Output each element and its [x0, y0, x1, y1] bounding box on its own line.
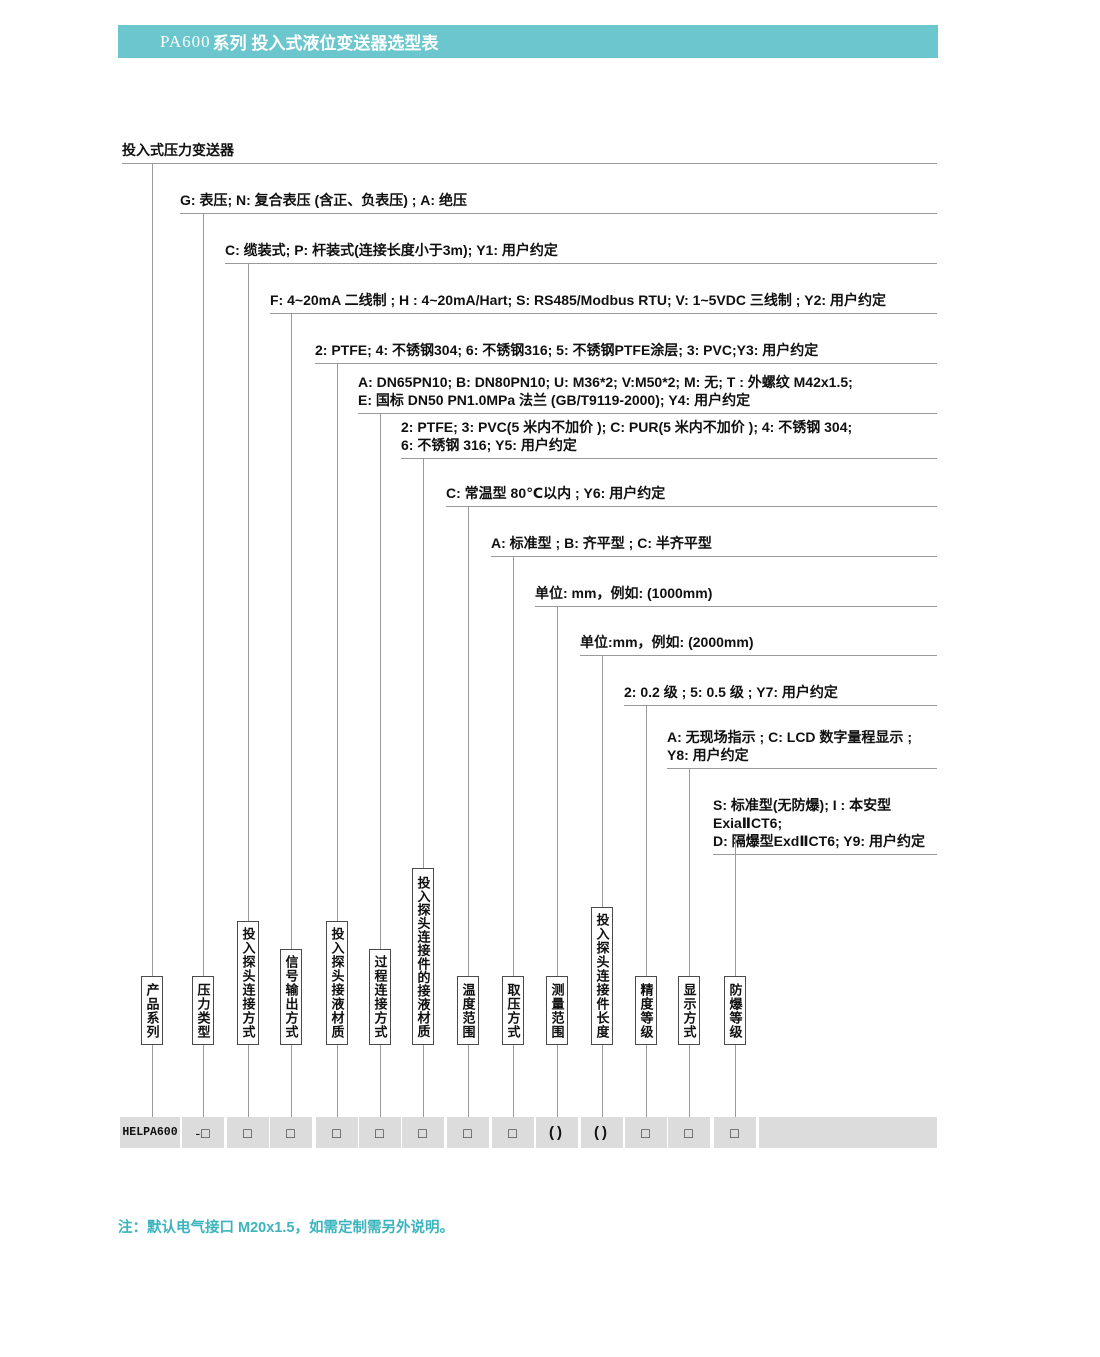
connector-line-pressure-tap-type	[513, 556, 514, 1117]
connector-line-process-connection	[380, 413, 381, 1117]
code-cell-process-connection: □	[359, 1117, 401, 1148]
column-label-temperature-range: 温度范围	[457, 976, 479, 1045]
connector-line-display-type	[689, 768, 690, 1117]
option-row-pressure-tap-type: A: 标准型 ; B: 齐平型 ; C: 半齐平型	[491, 534, 937, 557]
code-cell-pressure-tap-type: □	[492, 1117, 534, 1148]
option-row-probe-connection-type: C: 缆装式; P: 杆装式(连接长度小于3m); Y1: 用户约定	[225, 241, 937, 264]
code-cell-connector-wetted-material: □	[402, 1117, 444, 1148]
connector-line-connector-wetted-material	[423, 458, 424, 1117]
connector-line-probe-connection-type	[248, 263, 249, 1117]
code-cell-signal-output: □	[270, 1117, 312, 1148]
option-row-temperature-range: C: 常温型 80℃以内 ; Y6: 用户约定	[446, 484, 937, 507]
option-row-connector-wetted-material: 2: PTFE; 3: PVC(5 米内不加价 ); C: PUR(5 米内不加…	[401, 418, 937, 459]
code-cell-probe-connection-type: □	[227, 1117, 269, 1148]
option-row-measuring-range: 单位: mm，例如: (1000mm)	[535, 584, 937, 607]
column-label-explosion-proof-rating: 防爆等级	[724, 976, 746, 1045]
column-label-display-type: 显示方式	[678, 976, 700, 1045]
connector-line-probe-wetted-material	[337, 363, 338, 1117]
option-row-process-connection: A: DN65PN10; B: DN80PN10; U: M36*2; V:M5…	[358, 373, 937, 414]
column-label-pressure-tap-type: 取压方式	[502, 976, 524, 1045]
column-label-pressure-type: 压力类型	[192, 976, 214, 1045]
column-label-connector-wetted-material: 投入探头连接件的接液材质	[412, 868, 434, 1045]
model-code-cell: HELPA600	[120, 1117, 180, 1148]
option-row-connector-length: 单位:mm，例如: (2000mm)	[580, 633, 937, 656]
connector-line-pressure-type	[203, 213, 204, 1117]
code-band-filler	[759, 1117, 937, 1148]
code-cell-measuring-range: ()	[536, 1117, 578, 1148]
option-row-product-series: 投入式压力变送器	[122, 141, 937, 164]
series-code: PA600	[160, 31, 211, 51]
code-cell-pressure-type: -□	[182, 1117, 224, 1148]
connector-line-measuring-range	[557, 606, 558, 1117]
option-row-pressure-type: G: 表压; N: 复合表压 (含正、负表压) ; A: 绝压	[180, 191, 937, 214]
code-cell-connector-length: ()	[581, 1117, 623, 1148]
code-cell-explosion-proof-rating: □	[714, 1117, 756, 1148]
column-label-connector-length: 投入探头连接件长度	[591, 907, 613, 1045]
code-cell-probe-wetted-material: □	[316, 1117, 358, 1148]
header-bar: PA600 系列 投入式液位变送器选型表	[118, 25, 938, 58]
option-row-explosion-proof-rating: S: 标准型(无防爆); I : 本安型ExiaⅡCT6; D: 隔爆型ExdⅡ…	[713, 796, 937, 855]
note-text: 注：默认电气接口 M20x1.5，如需定制需另外说明。	[118, 1220, 454, 1236]
connector-line-connector-length	[602, 655, 603, 1117]
option-row-display-type: A: 无现场指示 ; C: LCD 数字量程显示 ; Y8: 用户约定	[667, 728, 937, 769]
option-row-signal-output: F: 4~20mA 二线制 ; H : 4~20mA/Hart; S: RS48…	[270, 291, 937, 314]
connector-line-product-series	[152, 163, 153, 1117]
column-label-measuring-range: 测量范围	[546, 976, 568, 1045]
code-cell-temperature-range: □	[447, 1117, 489, 1148]
option-row-accuracy-class: 2: 0.2 级 ; 5: 0.5 级 ; Y7: 用户约定	[624, 683, 937, 706]
connector-line-temperature-range	[468, 506, 469, 1117]
connector-line-accuracy-class	[646, 705, 647, 1117]
column-label-product-series: 产品系列	[141, 976, 163, 1045]
option-row-probe-wetted-material: 2: PTFE; 4: 不锈钢304; 6: 不锈钢316; 5: 不锈钢PTF…	[315, 341, 937, 364]
column-label-accuracy-class: 精度等级	[635, 976, 657, 1045]
column-label-probe-wetted-material: 投入探头接液材质	[326, 921, 348, 1045]
column-label-probe-connection-type: 投入探头连接方式	[237, 921, 259, 1045]
code-cell-accuracy-class: □	[625, 1117, 667, 1148]
column-label-signal-output: 信号输出方式	[280, 949, 302, 1045]
code-cell-display-type: □	[668, 1117, 710, 1148]
page-title: 系列 投入式液位变送器选型表	[212, 34, 439, 53]
column-label-process-connection: 过程连接方式	[369, 949, 391, 1045]
connector-line-signal-output	[291, 313, 292, 1117]
